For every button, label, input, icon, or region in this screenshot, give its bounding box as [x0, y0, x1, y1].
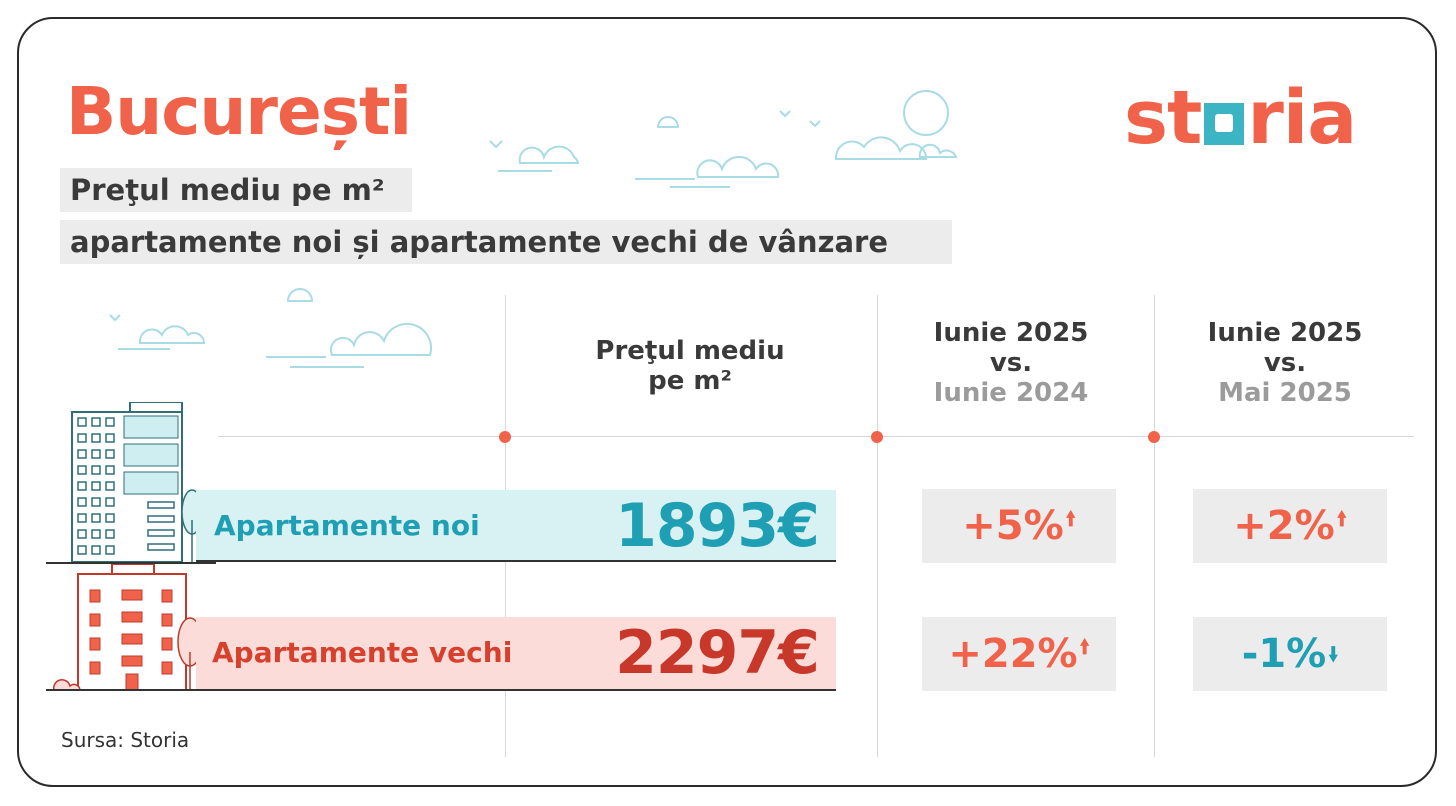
cloud-icon	[656, 116, 680, 128]
bird-icon	[109, 314, 121, 322]
cloud-icon	[696, 155, 780, 178]
divider-dot	[871, 431, 883, 443]
mom-column-header: Iunie 2025 vs. Mai 2025	[1207, 318, 1363, 408]
mom-change-badge: +2% 🠙	[1193, 489, 1387, 563]
cloud-icon	[918, 143, 958, 158]
sun-icon	[903, 90, 949, 136]
ground-line	[46, 689, 216, 691]
cloud-icon	[834, 136, 928, 160]
source-note: Sursa: Storia	[61, 728, 190, 752]
mom-change-badge: -1% 🠛	[1193, 617, 1387, 691]
yoy-column-header: Iunie 2025 vs. Iunie 2024	[933, 318, 1089, 408]
row-apartamente-vechi: Apartamente vechi 2297€	[196, 617, 836, 691]
storia-logo: st ria	[1124, 75, 1357, 161]
row-apartamente-noi: Apartamente noi 1893€	[196, 490, 836, 562]
cloud-icon	[138, 325, 206, 344]
old-building-icon	[53, 563, 203, 690]
arrow-up-icon: 🠙	[1079, 634, 1090, 658]
subtitle-line-1: Preţul mediu pe m²	[60, 168, 412, 212]
cloud-icon	[286, 288, 314, 302]
header-divider	[218, 436, 1414, 437]
row-label: Apartamente noi	[214, 509, 480, 542]
bird-icon	[809, 120, 821, 128]
price-column-header: Preţul mediu pe m²	[595, 336, 785, 396]
tower-building-icon	[71, 402, 203, 563]
column-divider	[1154, 295, 1155, 757]
price-value: 1893€	[615, 491, 820, 561]
arrow-down-icon: 🠛	[1328, 642, 1339, 666]
clouds-left-decoration	[109, 288, 433, 368]
column-divider	[877, 295, 878, 757]
logo-square-icon	[1204, 103, 1245, 145]
bird-icon	[489, 140, 503, 149]
arrow-up-icon: 🠙	[1336, 506, 1347, 530]
divider-dot	[499, 431, 511, 443]
divider-dot	[1148, 431, 1160, 443]
row-label: Apartamente vechi	[212, 636, 513, 669]
subtitle-line-2: apartamente noi și apartamente vechi de …	[60, 220, 952, 264]
yoy-change-badge: +22% 🠙	[922, 617, 1116, 691]
yoy-change-badge: +5% 🠙	[922, 489, 1116, 563]
bird-icon	[779, 110, 791, 118]
cloud-icon	[518, 145, 580, 164]
arrow-up-icon: 🠙	[1065, 506, 1076, 530]
cloud-icon	[329, 322, 433, 356]
bush-icon	[53, 679, 81, 690]
clouds-top-decoration	[489, 90, 958, 188]
price-value: 2297€	[615, 618, 820, 688]
page-title: București	[66, 73, 412, 150]
ground-line	[46, 562, 216, 564]
